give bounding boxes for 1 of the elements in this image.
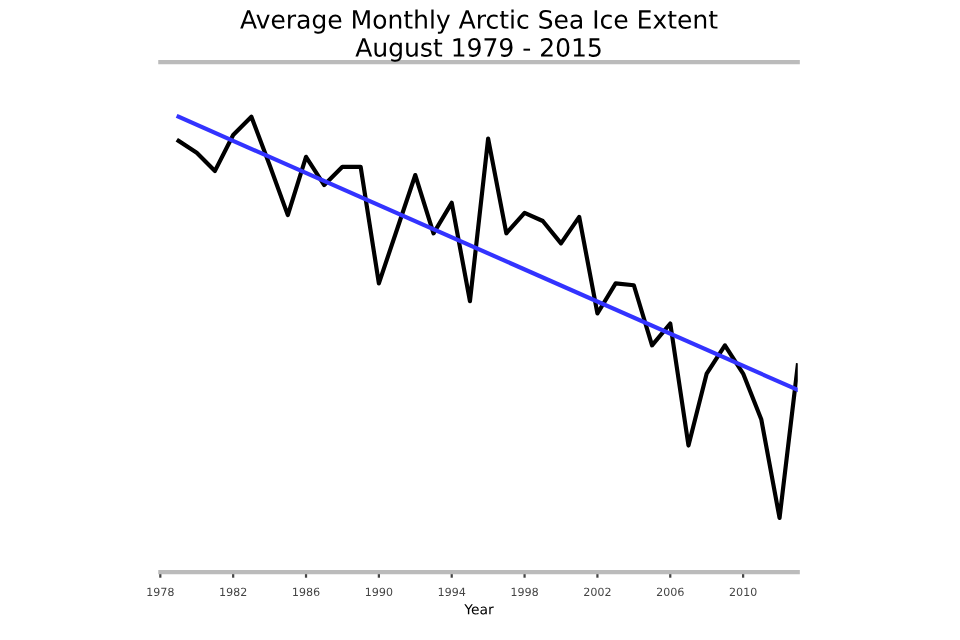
- chart-title: Average Monthly Arctic Sea Ice Extent August 1979 - 2015: [240, 9, 718, 62]
